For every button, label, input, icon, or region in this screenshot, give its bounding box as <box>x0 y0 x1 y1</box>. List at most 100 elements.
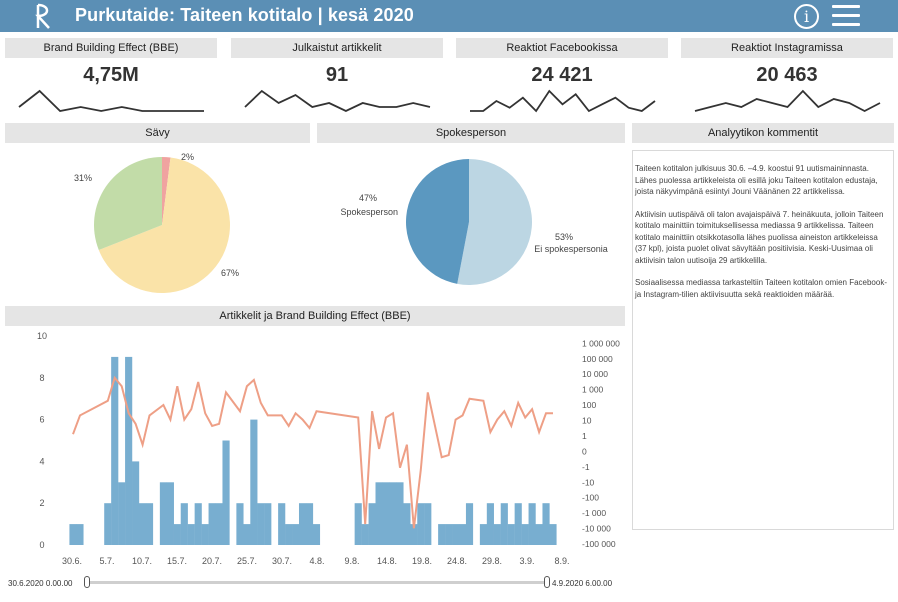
y-left-tick: 4 <box>39 456 44 466</box>
article-bar[interactable] <box>298 503 307 545</box>
savy-header: Sävy <box>5 123 310 143</box>
article-bar[interactable] <box>173 524 181 545</box>
savy-pie-chart: 2% 67% 31% <box>74 152 239 293</box>
y-left-tick: 8 <box>39 373 44 383</box>
article-bar[interactable] <box>361 524 369 545</box>
kpi-title: Julkaistut artikkelit <box>231 38 443 58</box>
kpi-value: 20 463 <box>756 64 818 86</box>
pie-slice[interactable] <box>98 157 230 293</box>
pie-slice[interactable] <box>94 157 162 251</box>
article-bar[interactable] <box>458 524 467 545</box>
article-bar[interactable] <box>257 503 265 545</box>
x-tick: 4.8. <box>309 556 324 566</box>
article-bar[interactable] <box>312 524 321 545</box>
bbe-line[interactable] <box>72 375 553 529</box>
article-bar[interactable] <box>493 524 501 545</box>
pie-slice[interactable] <box>406 159 469 284</box>
article-bar[interactable] <box>514 503 522 545</box>
time-slider-start-handle[interactable] <box>84 576 90 588</box>
article-bar[interactable] <box>132 461 140 545</box>
sparkline-series <box>244 89 431 112</box>
article-bar[interactable] <box>104 503 112 545</box>
hamburger-menu-icon[interactable] <box>832 5 860 27</box>
y-right-tick: 1 000 <box>582 385 604 395</box>
kpi-sparkline <box>18 89 204 112</box>
y-right-tick: 100 <box>582 400 596 410</box>
article-bar[interactable] <box>208 503 216 545</box>
article-bar[interactable] <box>159 482 168 545</box>
pie-slice-label: 67% <box>221 268 239 278</box>
article-bar[interactable] <box>521 524 529 545</box>
article-bar[interactable] <box>285 524 293 545</box>
article-bar[interactable] <box>118 482 126 545</box>
time-slider-track[interactable] <box>88 581 548 584</box>
article-bar[interactable] <box>201 524 209 545</box>
article-bar[interactable] <box>535 524 543 545</box>
article-bar[interactable] <box>368 503 376 545</box>
article-bar[interactable] <box>264 503 272 545</box>
y-right-tick: 1 000 000 <box>582 338 620 348</box>
info-icon[interactable]: i <box>794 4 819 29</box>
y-left-tick: 6 <box>39 415 44 425</box>
article-bar[interactable] <box>292 524 300 545</box>
article-bar[interactable] <box>417 503 425 545</box>
article-bar[interactable] <box>465 503 474 545</box>
article-bar[interactable] <box>438 524 446 545</box>
sparkline-series <box>694 89 881 113</box>
article-bar[interactable] <box>125 356 133 545</box>
y-left-tick: 10 <box>37 331 47 341</box>
y-right-tick: 10 <box>582 416 592 426</box>
article-bar[interactable] <box>278 503 286 545</box>
x-tick: 19.8. <box>412 556 432 566</box>
y-right-tick: -100 <box>582 493 599 503</box>
article-bar[interactable] <box>382 482 390 545</box>
article-bar[interactable] <box>549 524 557 545</box>
article-bar[interactable] <box>145 503 154 545</box>
article-bar[interactable] <box>138 503 147 545</box>
article-bar[interactable] <box>410 524 418 545</box>
pie-slice-label: 53% <box>555 232 573 242</box>
article-bar[interactable] <box>542 503 550 545</box>
article-bar[interactable] <box>479 524 488 545</box>
article-bar[interactable] <box>354 503 362 545</box>
article-bar[interactable] <box>486 503 494 545</box>
y-right-tick: -10 <box>582 477 595 487</box>
article-bar[interactable] <box>305 503 314 545</box>
article-bar[interactable] <box>424 503 432 545</box>
x-tick: 24.8. <box>447 556 467 566</box>
article-bar[interactable] <box>396 482 404 545</box>
article-bar[interactable] <box>166 482 174 545</box>
kpi-value: 24 421 <box>531 64 593 86</box>
sparkline-series <box>470 89 656 113</box>
pie-slice[interactable] <box>457 159 532 285</box>
article-bar[interactable] <box>500 503 508 545</box>
article-bar[interactable] <box>452 524 460 545</box>
time-filter-start: 30.6.2020 0.00.00 <box>8 579 73 588</box>
article-bar[interactable] <box>69 524 77 545</box>
article-bar[interactable] <box>187 524 195 545</box>
article-bar[interactable] <box>222 440 230 546</box>
article-bar[interactable] <box>528 503 536 545</box>
x-tick: 10.7. <box>132 556 152 566</box>
article-bar[interactable] <box>111 356 119 545</box>
x-tick: 8.9. <box>554 556 569 566</box>
article-bar[interactable] <box>215 503 223 545</box>
time-slider-end-handle[interactable] <box>544 576 550 588</box>
top-bar: Purkutaide: Taiteen kotitalo | kesä 2020… <box>0 0 898 32</box>
pie-slice[interactable] <box>162 157 171 225</box>
y-left-tick: 0 <box>39 540 44 550</box>
article-bar[interactable] <box>194 503 202 545</box>
article-bar[interactable] <box>180 503 188 545</box>
article-bar[interactable] <box>243 524 251 545</box>
x-tick: 30.7. <box>272 556 292 566</box>
article-bar[interactable] <box>389 482 397 545</box>
article-bar[interactable] <box>403 503 411 545</box>
article-bar[interactable] <box>250 419 258 545</box>
article-bar[interactable] <box>507 524 515 545</box>
y-right-tick: 1 <box>582 431 587 441</box>
article-bar[interactable] <box>445 524 453 545</box>
article-bar[interactable] <box>76 524 84 545</box>
article-bar[interactable] <box>375 482 383 545</box>
article-bar[interactable] <box>236 503 244 545</box>
